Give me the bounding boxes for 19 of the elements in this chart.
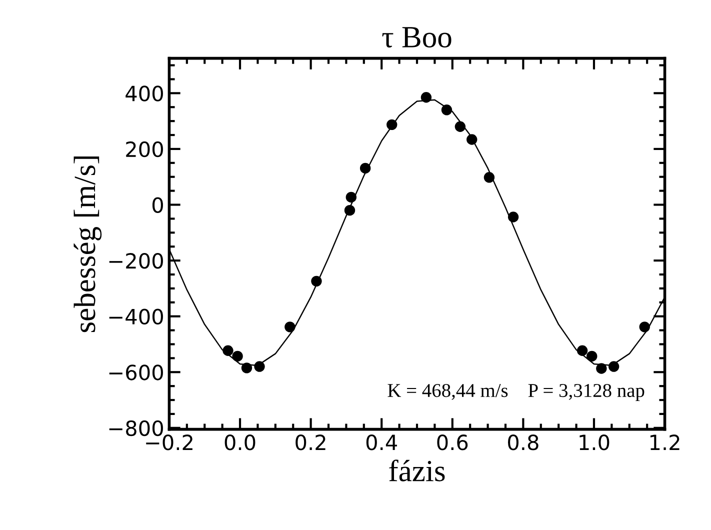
x-axis-title: fázis xyxy=(389,460,445,482)
x-tick-label: 0.6 xyxy=(437,434,468,450)
x-tick-label: 0.0 xyxy=(224,434,256,450)
y-axis-title: sebesség [m/s] xyxy=(74,156,102,332)
y-tick-label: −200 xyxy=(109,252,163,269)
x-tick-label: 0.8 xyxy=(508,434,538,450)
annotation: K = 468,44 m/s P = 3,3128 nap xyxy=(388,384,644,402)
y-tick-label: 400 xyxy=(126,86,163,102)
y-tick-label: −400 xyxy=(109,308,163,325)
y-tick-label: −800 xyxy=(109,420,163,436)
chart-title: τ Boo xyxy=(382,27,452,48)
x-tick-label: 0.2 xyxy=(296,434,326,450)
y-tick-label: 200 xyxy=(126,141,163,158)
y-tick-label: −600 xyxy=(109,364,163,380)
x-tick-label: 1.2 xyxy=(650,434,680,450)
x-tick-label: 0.4 xyxy=(366,434,397,450)
y-tick-label: 0 xyxy=(152,197,163,213)
x-tick-label: −0.2 xyxy=(146,434,192,450)
x-tick-label: 1.0 xyxy=(580,434,610,450)
